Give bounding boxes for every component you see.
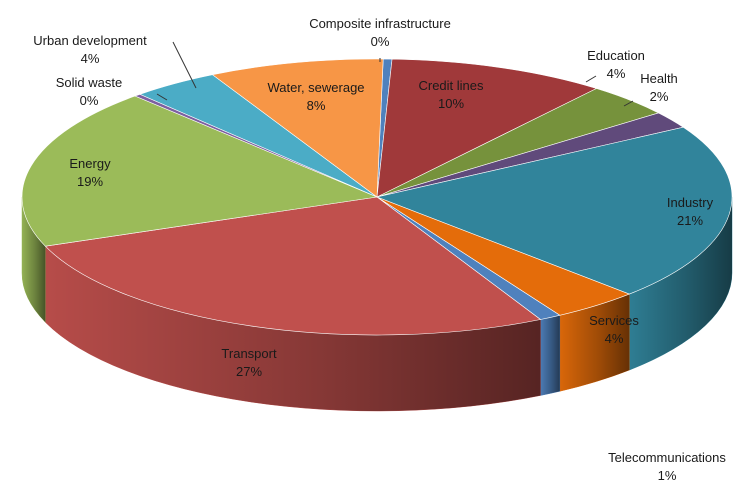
slice-labels: Composite infrastructure 0% Credit lines 10… — [33, 16, 726, 483]
pie-slice-credit-lines — [376, 58, 598, 198]
slice-name-label-credit-lines: Credit lines — [418, 78, 484, 93]
slice-pct-label-water-sewerage: 8% — [307, 98, 326, 113]
pie-sides — [21, 196, 733, 412]
pie-side-shade-telecommunications — [540, 315, 560, 396]
slice-pct-label-credit-lines: 10% — [438, 96, 464, 111]
slice-pct-label-industry: 21% — [677, 213, 703, 228]
slice-pct-label-urban-development: 4% — [81, 51, 100, 66]
leader-lines — [156, 41, 634, 107]
slice-pct-label-energy: 19% — [77, 174, 103, 189]
slice-name-label-transport: Transport — [221, 346, 277, 361]
pie-side-shade-industry — [629, 197, 732, 371]
pie-slice-transport — [44, 196, 542, 336]
slice-name-label-services: Services — [589, 313, 639, 328]
slice-name-label-composite-infrastructure: Composite infrastructure — [309, 16, 451, 31]
slice-name-label-urban-development: Urban development — [33, 33, 147, 48]
pie-slice-energy — [21, 95, 379, 247]
leader-line-urban-development — [172, 41, 197, 89]
slice-name-label-telecommunications: Telecommunications — [608, 450, 726, 465]
slice-pct-label-transport: 27% — [236, 364, 262, 379]
slice-name-label-water-sewerage: Water, sewerage — [267, 80, 364, 95]
slice-pct-label-composite-infrastructure: 0% — [371, 34, 390, 49]
pie-tops — [21, 58, 733, 336]
slice-name-label-solid-waste: Solid waste — [56, 75, 122, 90]
pie-slice-industry — [375, 126, 733, 295]
pie-side-shade-transport — [45, 246, 541, 411]
leader-line-solid-waste — [156, 93, 168, 101]
slice-pct-label-telecommunications: 1% — [658, 468, 677, 483]
pie-side-shade-services — [559, 294, 630, 392]
leader-line-education — [585, 75, 597, 83]
slice-name-label-education: Education — [587, 48, 645, 63]
slice-name-label-industry: Industry — [667, 195, 714, 210]
leader-line-health — [623, 100, 634, 107]
pie-slice-water-sewerage — [211, 58, 384, 198]
slice-pct-label-solid-waste: 0% — [80, 93, 99, 108]
slice-name-label-health: Health — [640, 71, 678, 86]
slice-pct-label-health: 2% — [650, 89, 669, 104]
slice-pct-label-services: 4% — [605, 331, 624, 346]
slice-pct-label-education: 4% — [607, 66, 626, 81]
slice-name-label-energy: Energy — [69, 156, 111, 171]
pie-side-shade-energy — [21, 197, 46, 323]
